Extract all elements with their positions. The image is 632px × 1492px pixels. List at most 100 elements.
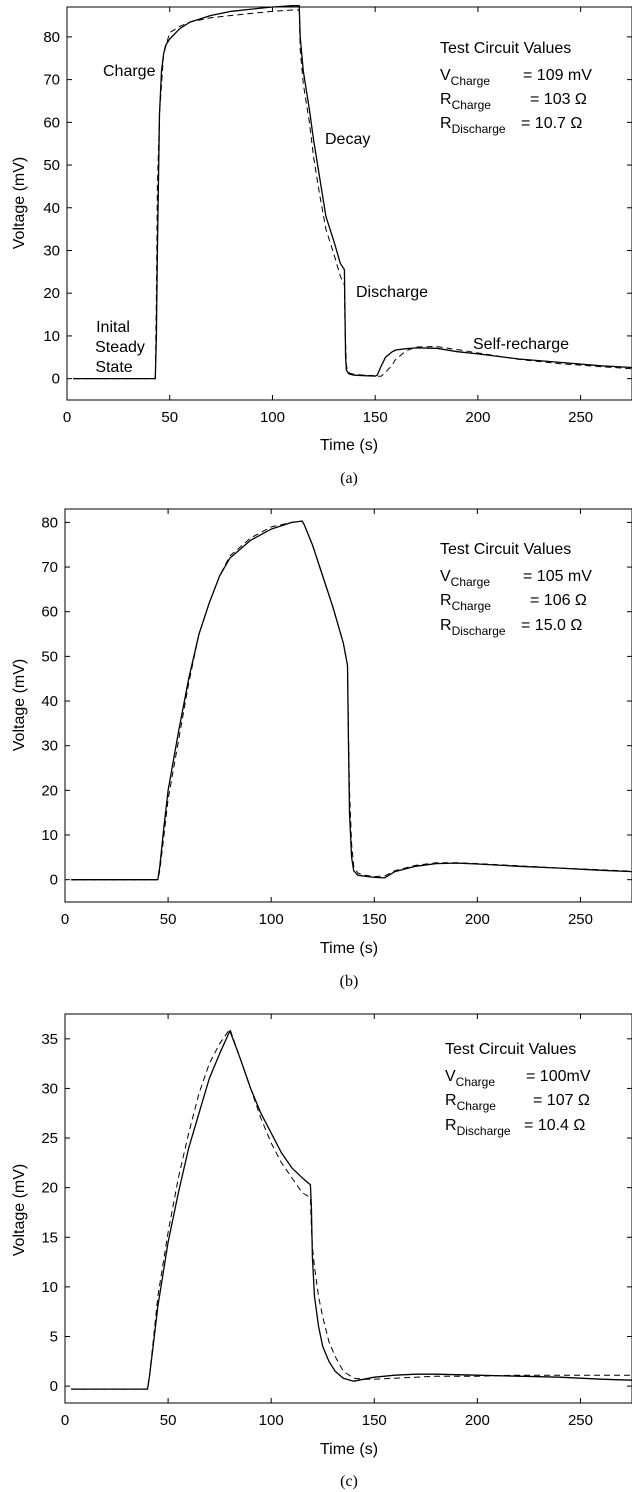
panel-c: 0 50 100 150 200 250 0 5 10 15 20 25 30 35 Time (s) V… [11, 1013, 632, 1490]
v-charge-label-a: VCharge [440, 67, 490, 88]
circuit-values-heading-c: Test Circuit Values [445, 1041, 576, 1058]
v-charge-value-c: = 100mV [526, 1068, 591, 1085]
annotation-discharge: Discharge [356, 284, 428, 301]
x-tick-label-a-0: 0 [63, 409, 71, 426]
r-discharge-value-c: = 10.4 Ω [524, 1117, 585, 1134]
x-tick-label-c-5: 250 [568, 1412, 593, 1429]
r-charge-label-a: RCharge [440, 91, 491, 112]
circuit-values-b: Test Circuit Values VCharge = 105 mV RCh… [440, 541, 592, 638]
r-discharge-value-b: = 15.0 Ω [521, 617, 582, 634]
y-tick-label-b-8: 80 [41, 514, 58, 531]
panel-caption-b: (b) [340, 973, 359, 990]
annotation-decay: Decay [325, 131, 370, 148]
annotation-initial-1: Inital [96, 319, 130, 336]
v-charge-value-a: = 109 mV [523, 67, 592, 84]
annotation-initial-3: State [95, 359, 132, 376]
x-tick-label-b-2: 100 [259, 911, 284, 928]
y-tick-label-c-3: 15 [41, 1229, 58, 1246]
plot-frame-b [64, 508, 632, 903]
x-tick-label-b-4: 200 [465, 911, 490, 928]
y-tick-label-c-2: 10 [41, 1279, 58, 1296]
x-tick-label-c-4: 200 [465, 1412, 490, 1429]
x-tick-label-c-3: 150 [362, 1412, 387, 1429]
y-tick-label-b-6: 60 [41, 604, 58, 621]
y-tick-label-a-6: 60 [43, 114, 60, 131]
dashed-model-line-b [71, 520, 632, 881]
y-tick-label-b-7: 70 [41, 559, 58, 576]
r-charge-value-b: = 106 Ω [530, 592, 587, 609]
y-tick-label-a-4: 40 [43, 200, 60, 217]
annotation-charge: Charge [103, 63, 156, 80]
circuit-values-heading-a: Test Circuit Values [440, 40, 571, 57]
y-axis-title-a: Voltage (mV) [11, 157, 28, 249]
y-tick-label-a-3: 30 [43, 242, 60, 259]
v-charge-label-b: VCharge [440, 568, 490, 589]
r-charge-label-c: RCharge [445, 1092, 496, 1113]
v-charge-label-c: VCharge [445, 1068, 495, 1089]
x-tick-label-a-5: 250 [568, 409, 593, 426]
y-tick-label-c-5: 25 [41, 1130, 58, 1147]
y-tick-label-b-0: 0 [50, 872, 58, 889]
v-charge-value-b: = 105 mV [523, 568, 592, 585]
panel-caption-a: (a) [340, 470, 358, 487]
x-tick-label-b-5: 250 [568, 911, 593, 928]
x-axis-title-b: Time (s) [320, 940, 378, 957]
series-group-b [71, 520, 632, 881]
x-tick-label-b-3: 150 [362, 911, 387, 928]
y-tick-label-c-4: 20 [41, 1180, 58, 1197]
x-axis-title-c: Time (s) [320, 1441, 378, 1458]
y-tick-label-a-5: 50 [43, 157, 60, 174]
x-tick-label-c-1: 50 [160, 1412, 177, 1429]
y-tick-label-b-2: 20 [41, 782, 58, 799]
annotation-initial-2: Steady [95, 339, 145, 356]
x-tick-label-a-2: 100 [260, 409, 285, 426]
circuit-values-a: Test Circuit Values VCharge = 109 mV RCh… [440, 40, 592, 136]
y-axis-title-b: Voltage (mV) [11, 659, 28, 751]
x-tick-label-c-2: 100 [259, 1412, 284, 1429]
solid-measured-line-a [73, 5, 632, 380]
tick-group-b: 0 50 100 150 200 250 0 10 20 30 40 50 60 70 80 [41, 509, 632, 928]
r-charge-value-a: = 103 Ω [530, 91, 587, 108]
y-tick-label-b-3: 30 [41, 738, 58, 755]
x-tick-label-a-1: 50 [161, 409, 178, 426]
y-tick-label-c-6: 30 [41, 1080, 58, 1097]
plot-frame-c [64, 1013, 632, 1404]
panel-caption-c: (c) [340, 1473, 358, 1490]
x-tick-label-b-1: 50 [160, 911, 177, 928]
x-tick-label-a-3: 150 [363, 409, 388, 426]
r-discharge-label-b: RDischarge [440, 617, 506, 638]
r-discharge-label-a: RDischarge [440, 115, 506, 136]
circuit-values-c: Test Circuit Values VCharge = 100mV RCha… [445, 1041, 591, 1138]
solid-measured-line-c [71, 1030, 632, 1390]
tick-group-a: 0 50 100 150 200 250 0 10 20 30 40 50 60 70 80 [43, 7, 632, 426]
y-tick-label-a-1: 10 [43, 328, 60, 345]
y-tick-label-a-0: 0 [52, 371, 60, 388]
r-charge-value-c: = 107 Ω [533, 1092, 590, 1109]
tick-group-c: 0 50 100 150 200 250 0 5 10 15 20 25 30 35 [41, 1014, 632, 1429]
y-tick-label-b-1: 10 [41, 827, 58, 844]
r-discharge-value-a: = 10.7 Ω [521, 115, 582, 132]
dashed-model-line-a [73, 9, 632, 380]
annotation-self-recharge: Self-recharge [473, 336, 569, 353]
x-axis-title-a: Time (s) [320, 437, 378, 454]
dashed-model-line-c [71, 1028, 632, 1390]
series-group-a [73, 5, 632, 380]
y-tick-label-c-1: 5 [50, 1329, 58, 1346]
r-discharge-label-c: RDischarge [445, 1117, 511, 1138]
y-tick-label-a-8: 80 [43, 29, 60, 46]
panel-b: 0 50 100 150 200 250 0 10 20 30 40 50 60 70 80 Time (s… [11, 508, 632, 990]
series-group-c [71, 1028, 632, 1390]
y-tick-label-b-4: 40 [41, 693, 58, 710]
y-axis-title-c: Voltage (mV) [11, 1164, 28, 1256]
y-tick-label-a-7: 70 [43, 72, 60, 89]
y-tick-label-c-7: 35 [41, 1031, 58, 1048]
panel-a: 0 50 100 150 200 250 0 10 20 30 40 50 60 70 80 Time (s… [11, 5, 632, 487]
r-charge-label-b: RCharge [440, 592, 491, 613]
x-tick-label-c-0: 0 [61, 1412, 69, 1429]
y-tick-label-b-5: 50 [41, 648, 58, 665]
y-tick-label-c-0: 0 [50, 1378, 58, 1395]
circuit-values-heading-b: Test Circuit Values [440, 541, 571, 558]
plot-frame-a [66, 6, 632, 401]
x-tick-label-b-0: 0 [61, 911, 69, 928]
